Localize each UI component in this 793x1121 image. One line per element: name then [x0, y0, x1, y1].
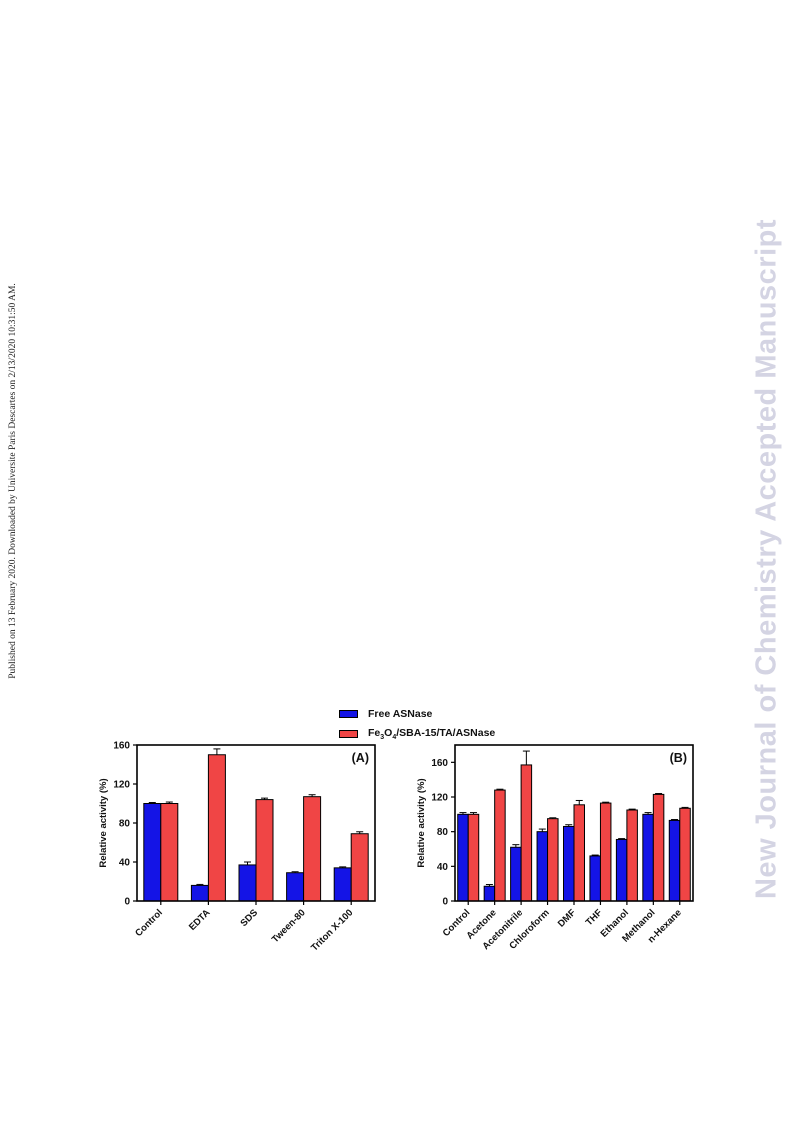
y-axis-label: Relative activity (%): [416, 778, 427, 867]
y-tick-label-2: 80: [437, 827, 449, 838]
x-tick-label-5: THF: [584, 907, 605, 928]
bar-immobilized-1: [207, 754, 226, 902]
legend-label-free: Free ASNase: [368, 708, 433, 720]
bar-free-2: [238, 864, 257, 902]
bar-immobilized-3: [547, 818, 559, 902]
bar-immobilized-4: [350, 833, 369, 902]
x-tick-label-3: Tween-80: [270, 907, 308, 945]
bar-free-3: [286, 872, 305, 902]
panel-label: (A): [352, 751, 369, 765]
bar-free-0: [143, 803, 162, 902]
y-tick-label-1: 40: [437, 862, 449, 873]
bar-immobilized-3: [303, 796, 322, 902]
bar-immobilized-0: [467, 813, 480, 902]
bar-immobilized-4: [573, 804, 585, 902]
bar-free-5: [589, 855, 601, 902]
y-tick-label-2: 80: [119, 819, 131, 830]
bar-immobilized-7: [652, 793, 665, 902]
legend-item-free: Free ASNase: [339, 704, 495, 724]
bar-free-2: [510, 846, 522, 902]
y-tick-label-4: 160: [431, 758, 448, 769]
y-tick-label-0: 0: [124, 897, 130, 908]
x-tick-label-4: Triton X-100: [309, 907, 355, 953]
y-tick-label-4: 160: [113, 741, 130, 752]
bar-free-7: [642, 813, 654, 902]
panel-label: (B): [670, 751, 687, 765]
y-tick-label-0: 0: [442, 897, 448, 908]
x-tick-label-2: SDS: [239, 907, 261, 929]
y-tick-label-1: 40: [119, 858, 131, 869]
legend-swatch-free: [339, 710, 358, 718]
bar-immobilized-1: [494, 789, 506, 902]
bar-free-1: [190, 884, 209, 902]
bar-free-6: [615, 838, 628, 902]
legend-swatch-immobilized: [339, 730, 358, 738]
legend-label-immobilized: Fe3O4/SBA-15/TA/ASNase: [368, 726, 496, 742]
bar-free-8: [668, 819, 681, 902]
legend-item-immobilized: Fe3O4/SBA-15/TA/ASNase: [339, 724, 495, 744]
bar-free-4: [333, 867, 352, 902]
bar-immobilized-2: [255, 799, 274, 902]
x-tick-label-1: EDTA: [187, 907, 213, 933]
bar-free-0: [457, 813, 469, 902]
bar-immobilized-2: [520, 764, 533, 902]
bar-immobilized-5: [599, 802, 612, 902]
x-tick-label-4: DMF: [556, 907, 578, 929]
bar-free-1: [483, 885, 496, 902]
y-tick-label-3: 120: [113, 780, 130, 791]
y-tick-label-3: 120: [431, 793, 448, 804]
bar-immobilized-8: [679, 807, 691, 902]
chart-panel-a: Control EDTA SDS Tween-80 Triton X-100 0 40 80 1…: [98, 741, 376, 954]
x-tick-label-0: Control: [133, 907, 165, 939]
y-axis-label: Relative activity (%): [98, 778, 109, 867]
chart-legend: Free ASNase Fe3O4/SBA-15/TA/ASNase: [339, 704, 495, 744]
plot-frame: [454, 744, 694, 902]
bar-immobilized-6: [626, 809, 638, 902]
bar-free-3: [536, 831, 549, 902]
bar-immobilized-0: [160, 803, 179, 902]
bar-free-4: [563, 825, 575, 902]
